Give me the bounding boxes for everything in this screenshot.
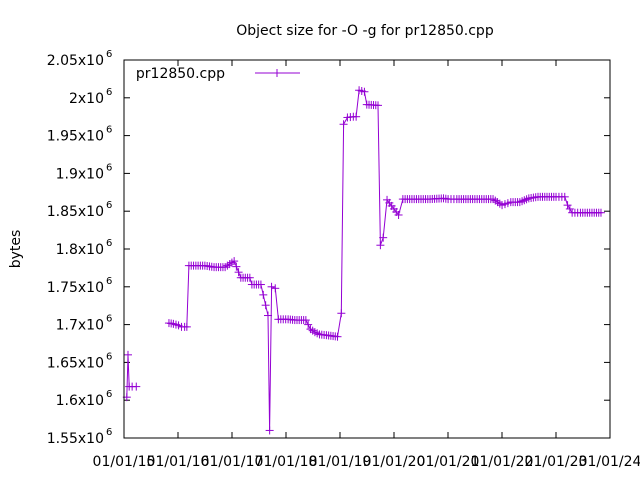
data-point (234, 268, 243, 277)
y-tick-exponent: 6 (106, 314, 112, 325)
y-tick-label: 1.55x10 (47, 431, 104, 447)
x-tick-label: 01/01/20 (363, 454, 426, 470)
data-point (301, 316, 310, 325)
y-tick-label: 1.85x10 (47, 204, 104, 220)
data-point (360, 87, 369, 96)
data-point (520, 196, 529, 205)
y-tick-exponent: 6 (106, 200, 112, 211)
data-point (394, 210, 403, 219)
y-tick-exponent: 6 (106, 49, 112, 60)
x-tick-label: 01/01/18 (255, 454, 318, 470)
chart-title: Object size for -O -g for pr12850.cpp (236, 23, 494, 39)
data-point (560, 192, 569, 201)
x-tick-labels: 01/01/1501/01/1601/01/1701/01/1801/01/19… (93, 454, 640, 470)
x-tick-label: 01/01/19 (309, 454, 372, 470)
data-point (132, 382, 141, 391)
data-point (374, 101, 383, 110)
x-tick-label: 01/01/15 (93, 454, 156, 470)
y-axis-label: bytes (8, 230, 24, 269)
data-point (264, 311, 273, 320)
data-point (123, 350, 132, 359)
legend: pr12850.cpp (136, 66, 300, 82)
data-point (261, 301, 270, 310)
legend-sample (255, 69, 300, 77)
data-point (337, 309, 346, 318)
y-tick-label: 1.9x10 (56, 166, 104, 182)
data-point (339, 120, 348, 129)
legend-label: pr12850.cpp (136, 66, 225, 82)
data-point (352, 112, 361, 121)
y-tick-label: 1.6x10 (56, 393, 104, 409)
x-tick-label: 01/01/22 (471, 454, 534, 470)
data-point (271, 284, 280, 293)
y-tick-exponent: 6 (106, 87, 112, 98)
data-point (265, 426, 274, 435)
data-point (245, 273, 254, 282)
y-tick-label: 1.7x10 (56, 318, 104, 334)
plot-frame (123, 59, 611, 439)
data-point (267, 282, 276, 291)
y-tick-label: 2.05x10 (47, 53, 104, 69)
data-point (333, 332, 342, 341)
y-tick-exponent: 6 (106, 351, 112, 362)
data-point (259, 290, 268, 299)
data-point (273, 69, 281, 77)
y-tick-exponent: 6 (106, 427, 112, 438)
data-point (563, 201, 572, 210)
y-tick-label: 1.65x10 (47, 355, 104, 371)
data-point (232, 262, 241, 271)
x-tick-label: 01/01/16 (147, 454, 210, 470)
y-tick-label: 1.8x10 (56, 242, 104, 258)
data-point (256, 280, 265, 289)
data-point (230, 257, 239, 266)
y-tick-label: 1.95x10 (47, 129, 104, 145)
tick-marks (123, 59, 611, 439)
y-tick-label: 2x10 (69, 91, 104, 107)
series-line (126, 354, 137, 398)
x-tick-label: 01/01/17 (201, 454, 264, 470)
y-tick-exponent: 6 (106, 162, 112, 173)
data-point (182, 322, 191, 331)
y-tick-exponent: 6 (106, 238, 112, 249)
x-tick-label: 01/01/24 (579, 454, 640, 470)
data-point (376, 241, 385, 250)
x-tick-label: 01/01/23 (525, 454, 588, 470)
y-tick-exponent: 6 (106, 389, 112, 400)
y-tick-labels: 1.55x10 61.6x10 61.65x10 61.7x10 61.75x10 61.… (47, 49, 113, 447)
y-tick-exponent: 6 (106, 276, 112, 287)
plot-area (122, 86, 605, 435)
x-tick-label: 01/01/21 (417, 454, 480, 470)
data-point (379, 233, 388, 242)
data-point (304, 320, 313, 329)
y-tick-exponent: 6 (106, 125, 112, 136)
y-tick-label: 1.75x10 (47, 280, 104, 296)
data-point (596, 208, 605, 217)
data-point (565, 204, 574, 213)
